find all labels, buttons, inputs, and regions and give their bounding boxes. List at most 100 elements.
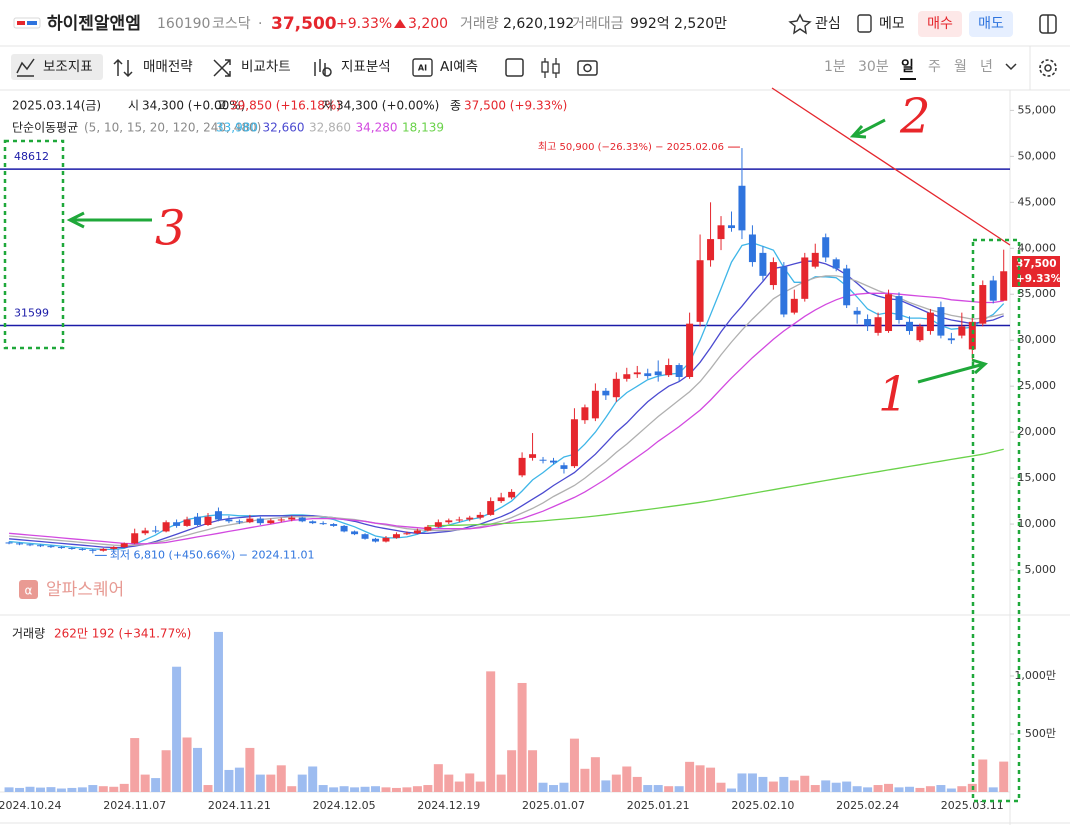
y-tick-label: 25,000 (1018, 379, 1057, 392)
tool[interactable]: 매매전략 (143, 59, 193, 75)
candle-body (644, 373, 652, 377)
change-pct: +9.33% (336, 16, 392, 32)
buy-button[interactable]: 매수 (927, 16, 953, 32)
price-tag-change: +9.33% (1016, 273, 1062, 285)
volume-bar (643, 785, 653, 792)
dashed-box (971, 238, 1021, 803)
ma-legend-value: 34,280 (356, 121, 398, 135)
y-tick-label: 1,000만 (1014, 669, 1056, 682)
x-tick-label: 2024.11.21 (208, 799, 271, 812)
period[interactable]: 년 (980, 59, 993, 75)
ai-icon[interactable] (412, 58, 433, 77)
ma-legend-value: 18,139 (402, 121, 444, 135)
x-tick-label: 2025.02.10 (731, 799, 794, 812)
volume-bar (528, 750, 538, 792)
volume-bar (873, 785, 883, 792)
candle-body (131, 533, 139, 544)
candle-body (194, 516, 202, 525)
volume-bar (151, 778, 161, 792)
period[interactable]: 1분 (824, 59, 846, 75)
candle-body (581, 407, 589, 421)
amount: 992억 2,520만 (630, 16, 727, 32)
candle-body (225, 519, 233, 522)
ma-legend-periods: (5, 10, 15, 20, 120, 240, 480) (84, 121, 261, 135)
candle-body (958, 326, 966, 336)
candle-body (413, 530, 421, 534)
candle-body (382, 537, 390, 542)
arrow (849, 118, 886, 139)
star-icon[interactable] (788, 13, 812, 35)
candle-body (717, 225, 725, 240)
candle-body (319, 523, 327, 525)
volume-bar (894, 787, 904, 792)
x-tick-label: 2025.03.11 (941, 799, 1004, 812)
trend-line (771, 87, 1011, 246)
chevron[interactable] (1005, 63, 1017, 71)
candle-body (843, 268, 851, 306)
stock-code: 160190 (157, 16, 210, 32)
x-tick-label: 2025.01.07 (522, 799, 585, 812)
tool[interactable]: 보조지표 (43, 59, 93, 75)
candle-body (885, 294, 893, 332)
price-tag-price: 37,500 (1016, 258, 1057, 270)
y-tick-label: 50,000 (1018, 149, 1057, 162)
up-triangle (394, 19, 406, 28)
candle-body (916, 326, 924, 341)
y-tick-label: 55,000 (1018, 103, 1057, 116)
volume-bar (15, 787, 25, 792)
y-tick-label: 10,000 (1018, 517, 1057, 530)
volume-bar (77, 787, 87, 792)
tool[interactable]: AI예측 (440, 59, 478, 75)
watch-button[interactable]: 관심 (815, 16, 841, 32)
volume-bar (193, 747, 203, 792)
candle-body (214, 511, 222, 520)
change: 3,200 (408, 16, 448, 32)
candle-body (26, 544, 34, 546)
period[interactable]: 30분 (858, 59, 889, 75)
candle-body (110, 547, 118, 549)
market: 코스닥 (212, 16, 251, 32)
camera-icon[interactable] (577, 60, 598, 76)
compare-icon[interactable] (213, 59, 231, 77)
dashed-box (3, 139, 65, 350)
candle-body (372, 538, 380, 542)
low-note: 최저 6,810 (+450.66%) − 2024.11.01 (110, 548, 315, 561)
volume-bar (601, 780, 611, 792)
info-open: 34,300 (+0.00%) (142, 99, 245, 113)
volume-bar (98, 786, 108, 792)
settings-icon[interactable] (1039, 59, 1057, 77)
volume-bar (884, 783, 894, 792)
memo-icon[interactable] (857, 14, 872, 33)
strategy-icon[interactable] (113, 58, 133, 78)
analysis-icon[interactable] (314, 59, 326, 76)
candle-body (392, 534, 400, 538)
memo-button[interactable]: 메모 (879, 16, 905, 32)
candle-body (330, 524, 338, 526)
buy-button-bg[interactable] (918, 11, 962, 37)
sell-button[interactable]: 매도 (978, 16, 1004, 32)
tool[interactable]: 지표분석 (341, 59, 391, 75)
candle-body (434, 522, 442, 527)
volume-bar (685, 761, 695, 792)
period-active[interactable]: 일 (901, 59, 914, 75)
draw-icon[interactable] (505, 58, 524, 77)
volume-bar (287, 786, 297, 792)
volume-bar (465, 773, 475, 792)
indicator-icon[interactable] (16, 58, 35, 77)
volume-bar (946, 788, 956, 792)
tool[interactable]: 비교차트 (241, 59, 291, 75)
sell-button-bg[interactable] (969, 11, 1013, 37)
info-label: 저 (322, 99, 333, 113)
volume-bar (496, 774, 506, 792)
volume-bar (695, 765, 705, 792)
period[interactable]: 주 (928, 59, 941, 75)
info-label: 종 (450, 99, 461, 113)
candle-body (5, 542, 13, 544)
volume-bar (999, 761, 1009, 792)
volume-bar (444, 774, 454, 792)
period[interactable]: 월 (954, 59, 967, 75)
volume-bar (25, 786, 35, 792)
candle-body (759, 252, 767, 276)
candle-body (686, 323, 694, 377)
volume-bar (203, 785, 213, 792)
